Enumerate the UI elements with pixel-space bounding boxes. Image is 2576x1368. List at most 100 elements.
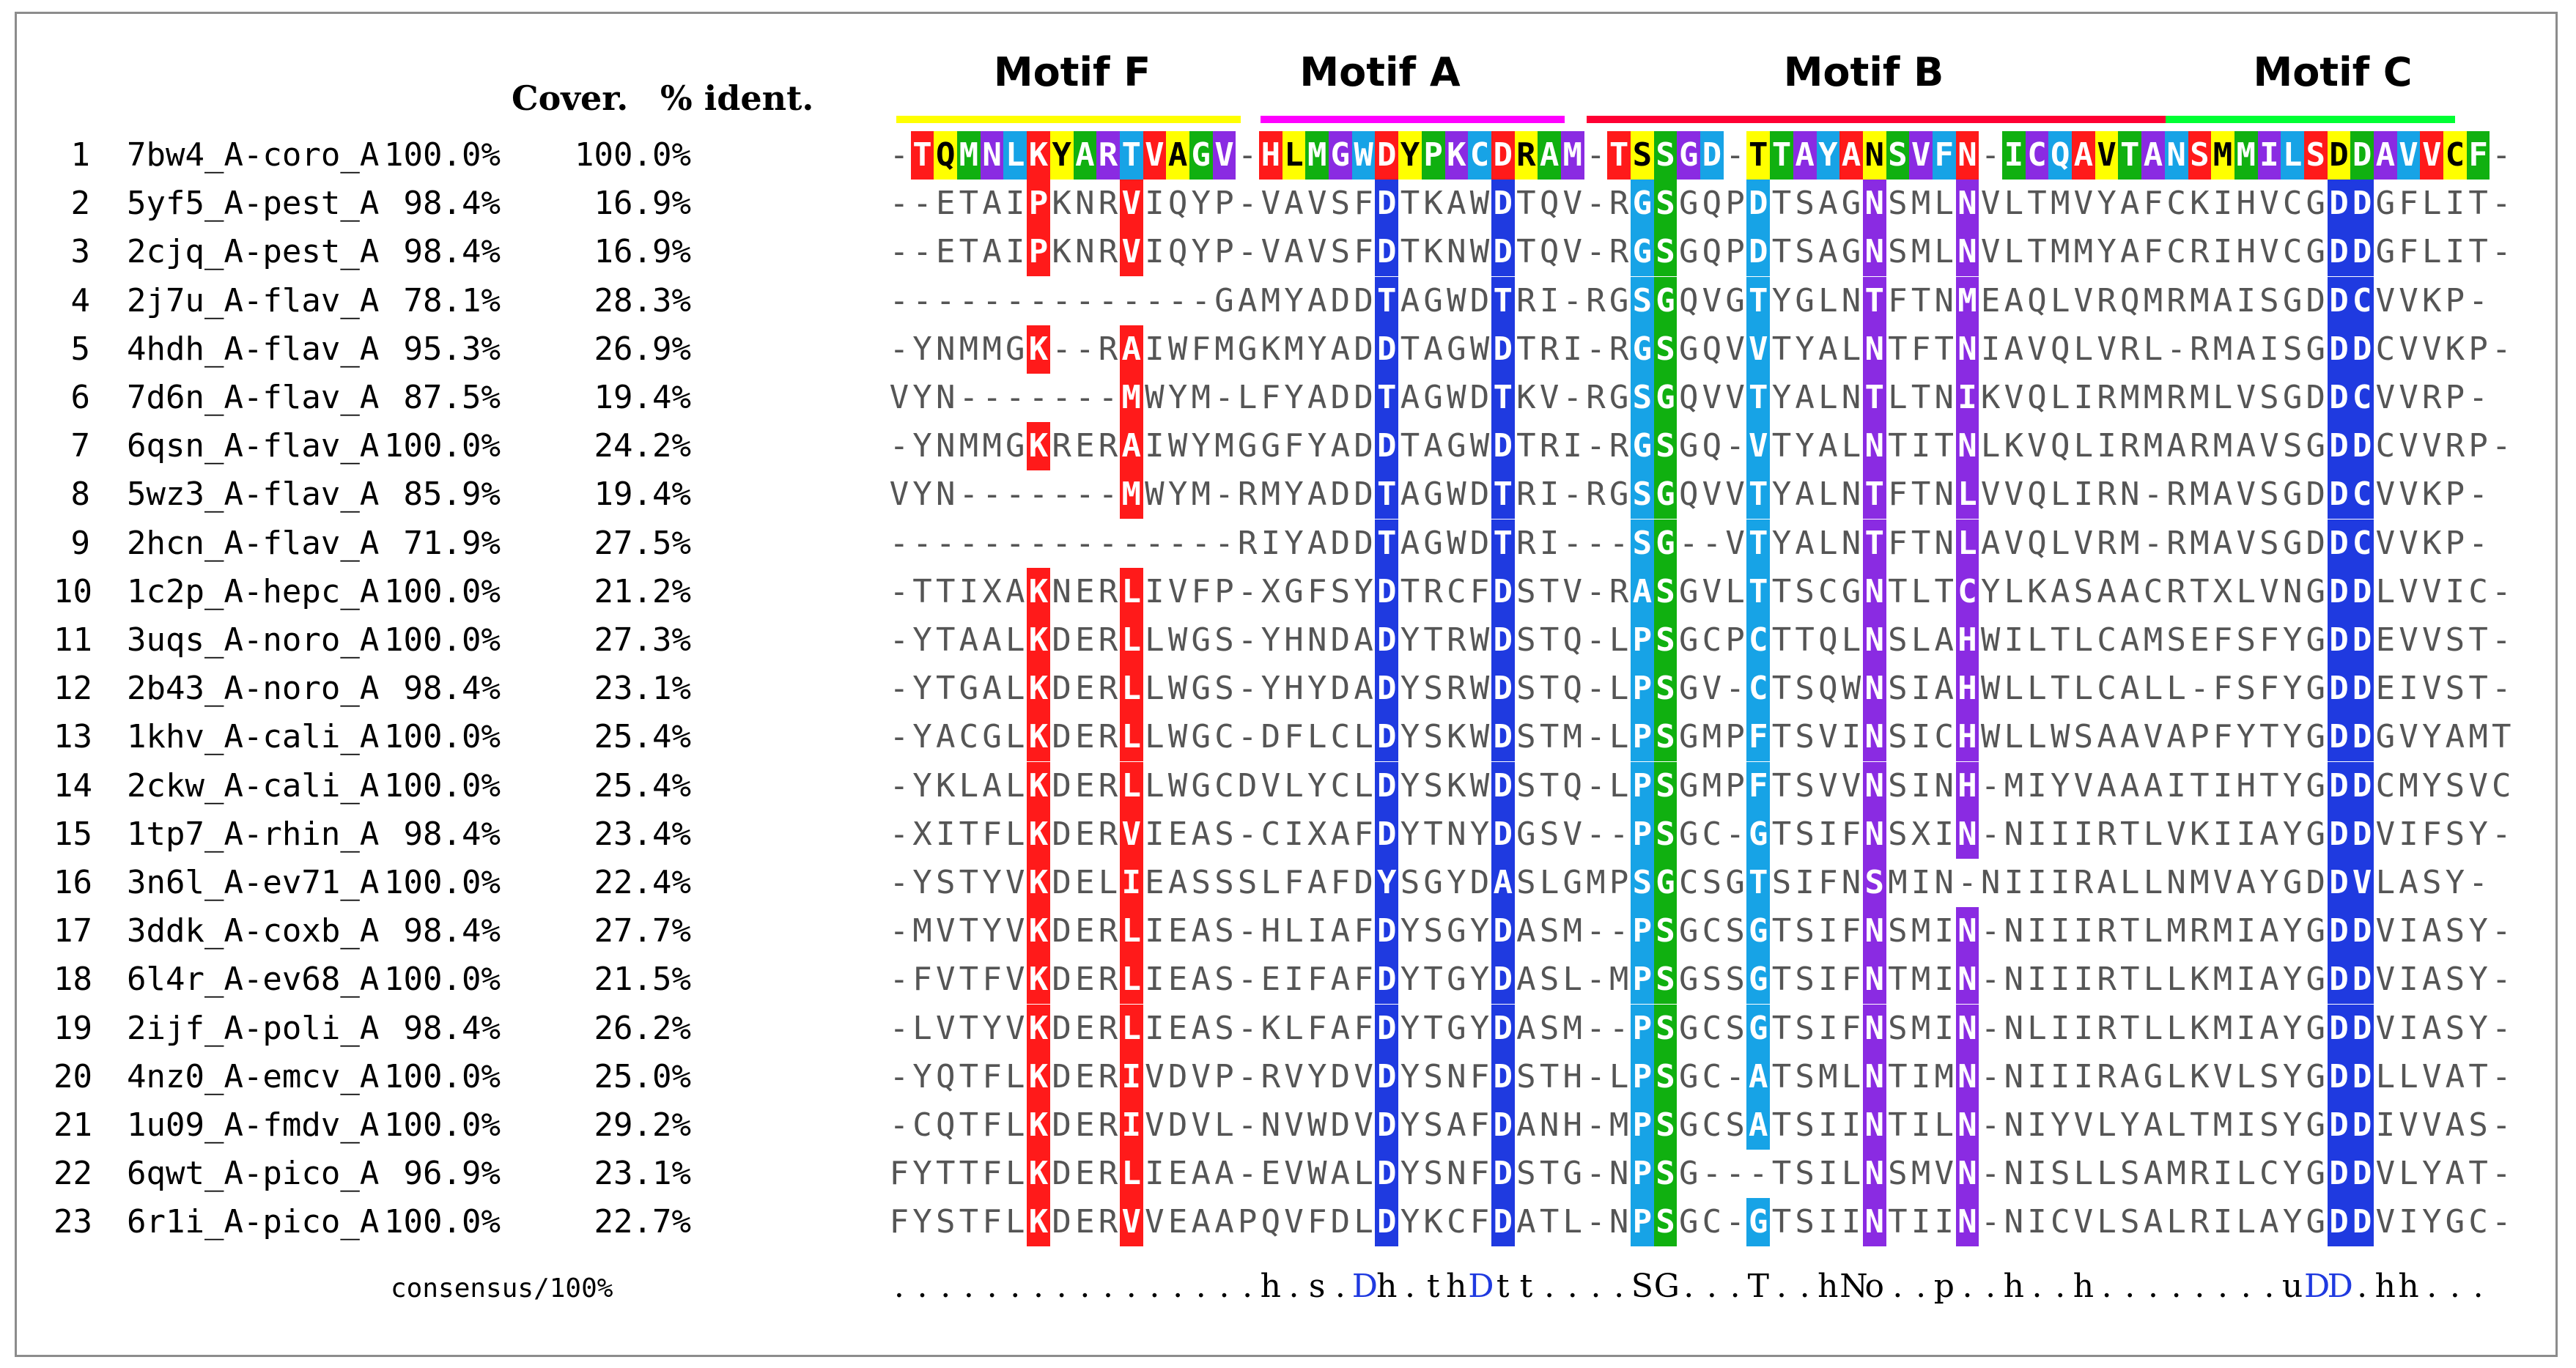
residue: - (1052, 281, 1071, 319)
residue: C (2492, 766, 2512, 805)
residue: T (1539, 1057, 1560, 1095)
residue: A (1447, 185, 1466, 223)
residue: I (2257, 131, 2281, 180)
residue: D (2327, 1101, 2351, 1150)
residue: - (1586, 961, 1606, 999)
residue: T (1400, 572, 1420, 610)
residue: - (889, 1057, 909, 1095)
residue: V (2375, 1009, 2396, 1047)
residue: - (1237, 718, 1258, 756)
residue: C (1702, 912, 1722, 950)
residue: W (1167, 670, 1188, 708)
residue: R (1098, 766, 1118, 805)
residue: V (1562, 815, 1583, 853)
residue: D (1354, 864, 1373, 901)
residue: T (1746, 567, 1771, 616)
residue: S (2468, 1106, 2488, 1144)
residue: L (1354, 1203, 1373, 1241)
residue: R (1098, 572, 1118, 610)
residue: R (2097, 1057, 2116, 1095)
residue: V (1702, 572, 1722, 610)
residue: S (1539, 1009, 1560, 1047)
residue: T (2468, 1057, 2488, 1095)
residue: C (1468, 131, 1491, 180)
residue: M (2213, 1009, 2233, 1047)
residue: T (1771, 670, 1792, 708)
residue: P (1631, 616, 1654, 665)
residue: L (2004, 233, 2024, 271)
residue: C (2097, 670, 2116, 708)
residue: C (2375, 766, 2396, 805)
residue: C (1818, 572, 1838, 610)
residue: H (1259, 131, 1283, 180)
residue: K (1027, 1052, 1050, 1101)
residue: V (1005, 864, 1025, 901)
residue: S (1795, 670, 1815, 708)
consensus-char: . (1056, 1268, 1067, 1305)
residue: T (1491, 374, 1515, 422)
residue: D (2306, 476, 2326, 514)
residue: L (1841, 621, 1861, 659)
residue: - (982, 476, 1002, 514)
residue: E (1075, 1106, 1095, 1144)
residue: N (1862, 228, 1886, 277)
residue: V (2259, 185, 2279, 223)
residue: I (1145, 427, 1165, 465)
row-ident: 26.2% (594, 1009, 691, 1047)
residue: P (1725, 718, 1745, 756)
residue: S (2188, 131, 2212, 180)
residue: - (1237, 815, 1258, 853)
residue: - (1237, 1009, 1258, 1047)
residue: D (1354, 427, 1373, 465)
residue: D (2350, 180, 2374, 229)
residue: - (1702, 524, 1722, 562)
residue: N (2004, 1009, 2024, 1047)
consensus-char: . (2218, 1268, 2229, 1305)
residue: E (1075, 621, 1095, 659)
residue: Y (2282, 621, 2303, 659)
residue: R (1098, 912, 1118, 950)
residue: V (1746, 422, 1771, 471)
residue: G (1214, 281, 1234, 319)
residue: D (1330, 524, 1351, 562)
residue: D (1167, 1057, 1188, 1095)
residue: Y (1375, 859, 1399, 907)
residue: Y (1307, 1057, 1327, 1095)
residue: - (2143, 524, 2163, 562)
row-index: 7 (70, 427, 91, 465)
residue: - (1980, 912, 2001, 950)
consensus-char: . (1335, 1268, 1346, 1305)
residue: A (2421, 912, 2442, 950)
residue: T (1491, 470, 1515, 520)
residue: X (1261, 572, 1281, 610)
residue: C (1702, 815, 1722, 853)
row-ident: 22.7% (594, 1203, 691, 1241)
residue: G (2375, 718, 2396, 756)
residue: X (982, 572, 1002, 610)
row-name: 2hcn_A-flav_A (127, 524, 380, 562)
residue: D (2350, 1198, 2374, 1247)
residue: - (1609, 815, 1629, 853)
row-index: 1 (70, 136, 91, 174)
residue: T (1539, 766, 1560, 805)
residue: F (982, 1203, 1002, 1241)
residue: Q (2027, 281, 2047, 319)
row-index: 23 (53, 1203, 92, 1241)
residue: D (2350, 131, 2374, 180)
residue: Y (1191, 185, 1211, 223)
residue: S (1631, 470, 1654, 520)
residue: D (1375, 131, 1399, 180)
residue: M (2468, 718, 2488, 756)
residue: D (2350, 665, 2374, 714)
residue: K (1447, 766, 1466, 805)
residue: M (1119, 470, 1143, 520)
residue: N (1261, 1106, 1281, 1144)
residue: G (1609, 379, 1629, 416)
residue: R (1098, 670, 1118, 708)
row-ident: 29.2% (594, 1106, 691, 1144)
residue: D (2306, 864, 2326, 901)
residue: A (2004, 281, 2024, 319)
residue: E (1261, 961, 1281, 999)
residue: T (1771, 572, 1792, 610)
